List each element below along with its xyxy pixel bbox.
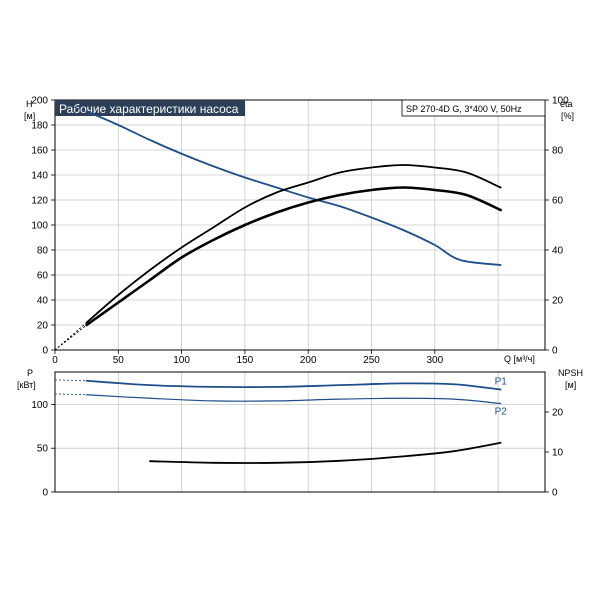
lower-right-tick-label-20: 20 [552,408,564,419]
lower-series-1-extrapolation [54,393,87,396]
upper-left-tick-label-100: 100 [31,221,48,232]
efficiency-axis-unit: [%] [561,111,574,121]
upper-right-tick-label-40: 40 [552,246,564,257]
upper-x-tick-label-200: 200 [300,355,317,366]
upper-left-tick-label-40: 40 [37,296,49,307]
power-npsh-series: P1 P2 [54,377,508,464]
power-npsh-ticks: 0 50 100 0 10 20 [31,400,563,499]
upper-left-tick-label-60: 60 [37,271,49,282]
upper-left-tick-label-140: 140 [31,171,48,182]
upper-x-tick-label-300: 300 [426,355,443,366]
upper-right-tick-label-80: 80 [552,146,564,157]
lower-series-0-line [85,379,502,391]
model-label-box [401,99,546,117]
flow-axis-label: Q [м³/ч] [504,354,535,364]
head-efficiency-ticks: 0 20 40 60 80 100 120 140 160 180 200 0 20 40 60 80 100 0… [31,96,569,367]
upper-series-2-extrapolation [54,324,87,351]
npsh-axis-label: NPSH [558,368,583,378]
power-npsh-chart: P [кВт] NPSH [м] 0 50 100 0 10 20 P1 P2 [17,368,583,499]
lower-right-tick-label-10: 10 [552,448,564,459]
lower-left-tick-label-100: 100 [31,400,48,411]
efficiency-axis-label: eta [560,99,573,109]
npsh-axis-unit: [м] [565,380,576,390]
upper-left-tick-label-160: 160 [31,146,48,157]
lower-series-1-label: P2 [495,407,508,418]
power-axis-unit: [кВт] [17,380,36,390]
lower-series-1-line [86,394,502,405]
upper-left-tick-label-200: 200 [31,96,48,107]
upper-series-1-extrapolation [54,322,87,351]
lower-left-tick-label-0: 0 [42,488,48,499]
upper-x-tick-label-50: 50 [113,355,125,366]
head-efficiency-series [54,100,502,351]
head-efficiency-chart: Рабочие характеристики насоса SP 270-4D … [24,96,574,367]
upper-series-1-line [85,164,502,324]
head-axis-unit: [м] [24,111,35,121]
upper-left-tick-label-20: 20 [37,321,49,332]
head-axis-label: H [26,99,33,109]
upper-right-tick-label-60: 60 [552,196,564,207]
power-npsh-frame [54,371,546,493]
lower-right-tick-label-0: 0 [552,488,558,499]
model-label: SP 270-4D G, 3*400 V, 50Hz [406,104,522,114]
power-axis-label: P [27,368,33,378]
upper-right-tick-label-100: 100 [552,96,569,107]
upper-x-tick-label-0: 0 [52,355,58,366]
upper-series-2-line [85,186,502,327]
chart-title-box [55,100,245,116]
lower-left-tick-label-50: 50 [37,444,49,455]
head-efficiency-grid [55,99,545,350]
upper-left-tick-label-80: 80 [37,246,49,257]
lower-series-2-line [149,441,502,464]
upper-left-tick-label-120: 120 [31,196,48,207]
upper-x-tick-label-250: 250 [363,355,380,366]
upper-series-0-extrapolation [54,100,87,112]
upper-series-0-line [85,110,502,266]
upper-left-tick-label-180: 180 [31,121,48,132]
upper-x-tick-label-100: 100 [173,355,190,366]
power-npsh-grid [55,372,545,492]
upper-right-tick-label-20: 20 [552,296,564,307]
upper-left-tick-label-0: 0 [42,346,48,357]
upper-right-tick-label-0: 0 [552,346,558,357]
lower-series-0-label: P1 [495,377,508,388]
upper-x-tick-label-150: 150 [237,355,254,366]
chart-title: Рабочие характеристики насоса [59,102,239,116]
lower-series-0-extrapolation [54,379,87,382]
